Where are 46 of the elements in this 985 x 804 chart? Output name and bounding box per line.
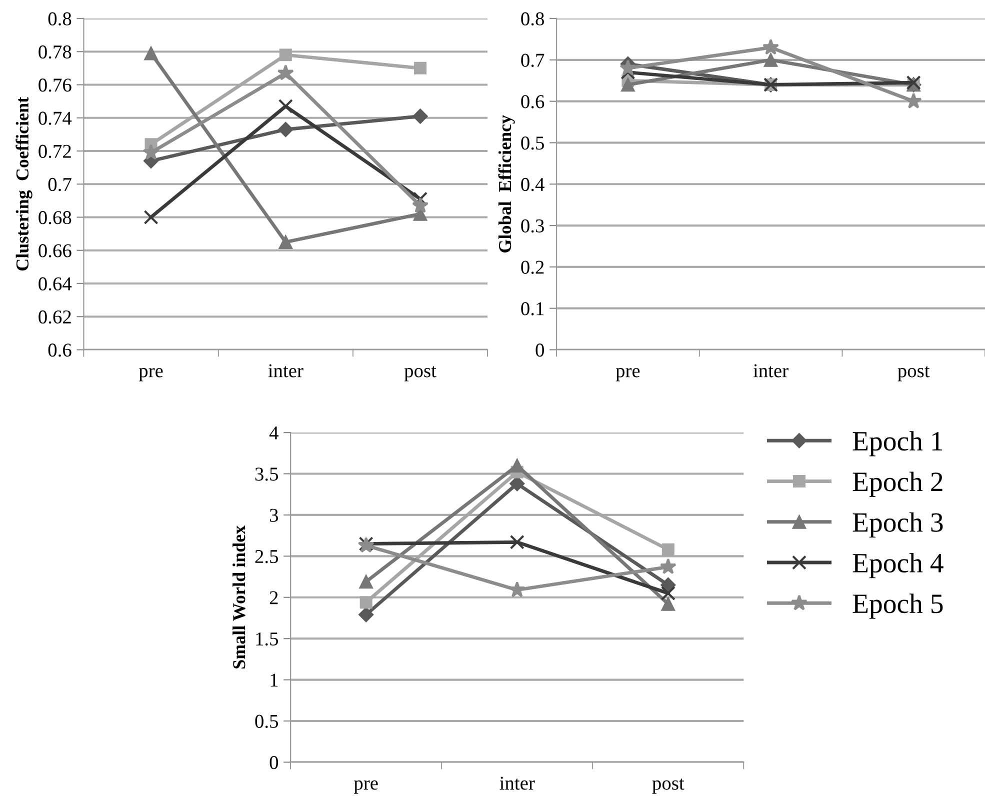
y-axis-title: Small World index [232,525,246,668]
x-tick-label: post [898,366,930,382]
x-tick-label: inter [500,776,535,790]
y-tick-label: 0.78 [38,45,72,59]
x-tick-label: inter [753,364,788,378]
x-tick-label: pre [138,368,163,382]
x-tick-label: post [652,778,684,794]
y-tick-label: 0.5 [255,714,278,728]
y-tick-label: 2 [270,591,278,604]
y-tick-label: 1.5 [256,632,278,646]
y-tick-label: 3.5 [255,468,278,481]
y-tick-label: 0.62 [38,310,71,324]
y-tick-label: 0.5 [521,136,544,150]
y-tick-label: 0.4 [521,178,544,192]
y-tick-label: 0 [536,344,544,357]
legend-label: Epoch 4 [852,552,944,578]
y-tick-label: 0.66 [38,244,72,258]
x-tick-label: post [404,366,436,382]
y-axis-title: Clustering Coefficient [16,96,32,270]
legend-label: Epoch 5 [852,594,943,619]
y-tick-label: 3 [270,508,278,522]
y-tick-label: 4 [269,426,278,440]
y-tick-label: 2.5 [255,550,278,564]
x-tick-label: pre [616,368,640,382]
y-axis-title: Global Efficiency [498,115,515,252]
y-tick-label: 1 [270,674,278,687]
y-tick-label: 0.76 [38,78,72,92]
y-tick-label: 0.7 [48,178,72,192]
y-tick-label: 0.3 [521,219,544,233]
y-tick-label: 0.64 [38,277,72,291]
x-tick-label: inter [268,364,304,378]
y-tick-label: 0.7 [521,54,544,67]
y-tick-label: 0.6 [48,344,72,357]
y-tick-label: 0 [270,756,278,770]
y-tick-label: 0.8 [48,12,72,26]
y-tick-label: 0.74 [38,112,72,125]
legend-label: Epoch 3 [852,512,943,538]
y-tick-label: 0.72 [38,144,71,158]
legend-label: Epoch 1 [852,431,942,456]
y-tick-label: 0.1 [521,302,544,316]
y-tick-label: 0.68 [38,211,72,224]
y-tick-label: 0.2 [521,260,544,274]
y-tick-label: 0.8 [521,12,544,26]
x-tick-label: pre [354,780,378,794]
legend-label: Epoch 2 [852,472,942,497]
y-tick-label: 0.6 [521,95,544,108]
